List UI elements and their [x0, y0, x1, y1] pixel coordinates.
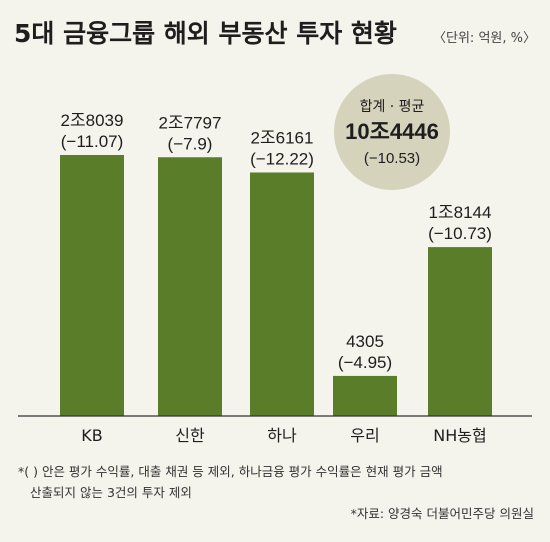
summary-change: (−10.53): [364, 150, 420, 167]
summary-badge: 합계 · 평균 10조4446 (−10.53): [334, 74, 450, 190]
bar: [250, 172, 314, 416]
bar-series: 2조8039 (−11.07) KB 2조7797 (−7.9) 신한 2조6161 (−12…: [60, 111, 492, 445]
footnote-line-1: *( ) 안은 평가 수익률, 대출 채권 등 제외, 하나금융 평가 수익률은…: [18, 464, 443, 479]
change-label: (−10.73): [428, 224, 492, 243]
unit-label: 〈단위: 억원, %〉: [433, 31, 536, 46]
category-label: NH농협: [433, 426, 486, 445]
change-label: (−12.22): [250, 149, 314, 168]
chart-title: 5대 금융그룹 해외 부동산 투자 현황: [14, 19, 397, 48]
bar: [60, 155, 124, 416]
value-label: 2조7797: [159, 113, 222, 132]
category-label: KB: [81, 426, 102, 445]
summary-value: 10조4446: [345, 119, 439, 144]
value-label: 2조6161: [251, 128, 314, 147]
category-label: 하나: [267, 426, 297, 445]
category-label: 신한: [175, 426, 205, 445]
value-label: 2조8039: [61, 111, 124, 130]
bar: [333, 375, 397, 416]
category-label: 우리: [350, 426, 379, 445]
change-label: (−7.9): [168, 134, 213, 153]
value-label: 1조8144: [429, 203, 492, 222]
value-label: 4305: [346, 332, 384, 351]
summary-label: 합계 · 평균: [360, 99, 425, 115]
bar: [158, 157, 222, 416]
footnote-line-2: 산출되지 않는 3건의 투자 제외: [30, 485, 192, 500]
change-label: (−11.07): [61, 132, 124, 151]
bar: [428, 247, 492, 416]
source-note: *자료: 양경숙 더불어민주당 의원실: [351, 506, 534, 521]
summary-circle: [334, 74, 450, 190]
change-label: (−4.95): [338, 353, 392, 372]
